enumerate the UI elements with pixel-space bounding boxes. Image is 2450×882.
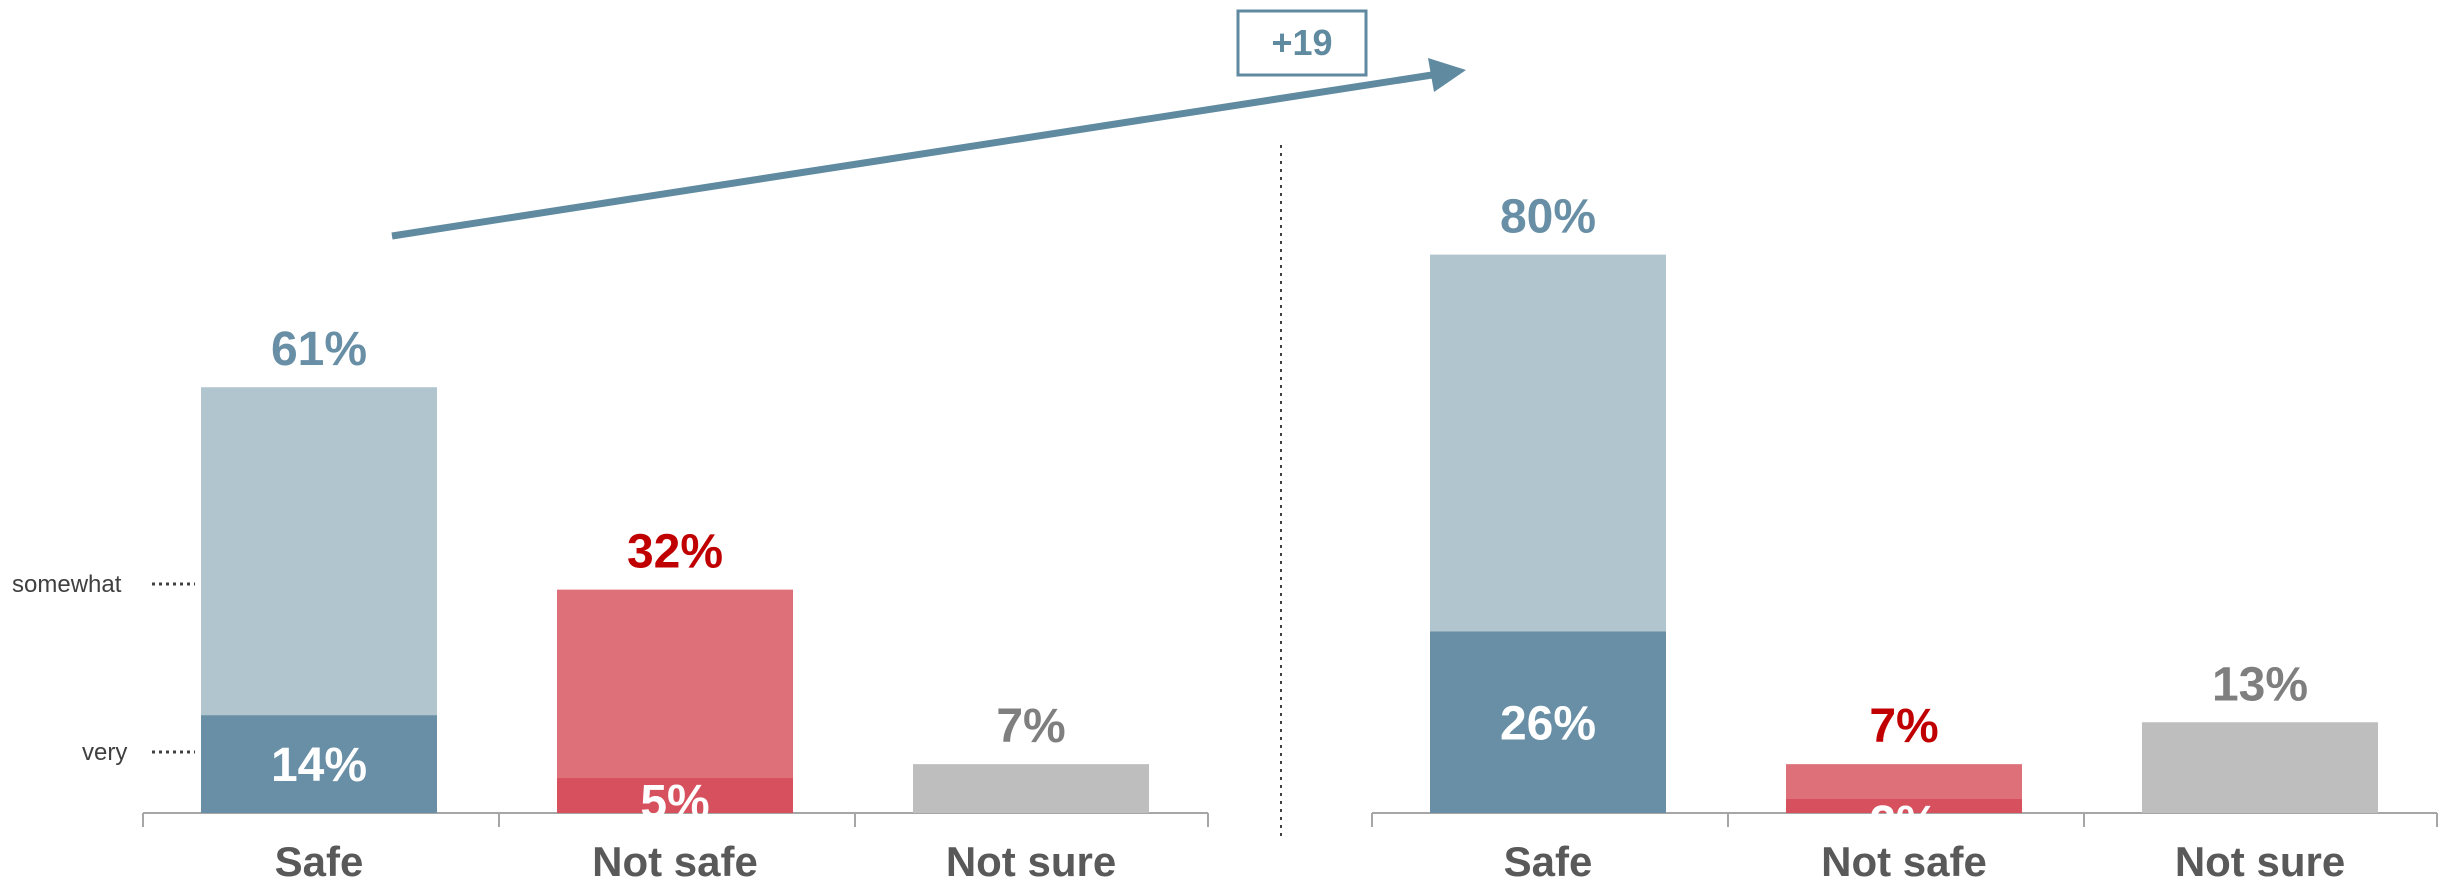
- category-label-notsafe: Not safe: [1821, 838, 1987, 882]
- bar-notsure-total: [913, 764, 1149, 813]
- bar-safe-very: [1430, 631, 1666, 813]
- bar-notsafe-total: [557, 589, 793, 813]
- bar-safe-very-label: 26%: [1500, 697, 1596, 750]
- change-arrow-line: [391, 71, 1433, 240]
- bar-notsure-total: [2142, 722, 2378, 813]
- bar-notsafe-very: [1786, 799, 2022, 813]
- category-label-notsure: Not sure: [946, 838, 1116, 882]
- category-label-notsafe: Not safe: [592, 838, 758, 882]
- bar-notsure-total-label: 13%: [2212, 658, 2308, 711]
- change-annotation: +19: [391, 9, 1466, 240]
- legend-somewhat-label: somewhat: [12, 571, 122, 598]
- legend-very: very: [82, 739, 195, 766]
- change-arrow-head: [1428, 58, 1466, 92]
- bar-notsafe-very-label: 5%: [640, 776, 709, 829]
- chart-panel-left: 14% 61% Safe 5% 32% Not safe 7% Not sure: [142, 323, 1209, 882]
- bar-safe-total-label: 61%: [271, 323, 367, 376]
- category-label-safe: Safe: [1504, 838, 1593, 882]
- bar-notsafe-very: [557, 778, 793, 813]
- bar-notsafe-very-label: 2%: [1869, 797, 1938, 850]
- bar-notsafe-total-label: 32%: [627, 526, 723, 579]
- legend-somewhat: somewhat: [12, 571, 195, 598]
- change-box-label: +19: [1271, 22, 1332, 63]
- category-label-notsure: Not sure: [2175, 838, 2345, 882]
- bar-notsure-total-label: 7%: [996, 700, 1065, 753]
- change-box: [1236, 9, 1368, 77]
- legend-very-label: very: [82, 739, 127, 766]
- bar-safe-very-label: 14%: [271, 739, 367, 792]
- category-label-safe: Safe: [275, 838, 364, 882]
- bar-safe-very: [201, 715, 437, 813]
- chart-panel-right: 26% 80% Safe 2% 7% Not safe 13% Not sure: [1371, 191, 2438, 882]
- bar-notsafe-total-label: 7%: [1869, 700, 1938, 753]
- bar-safe-total-label: 80%: [1500, 191, 1596, 244]
